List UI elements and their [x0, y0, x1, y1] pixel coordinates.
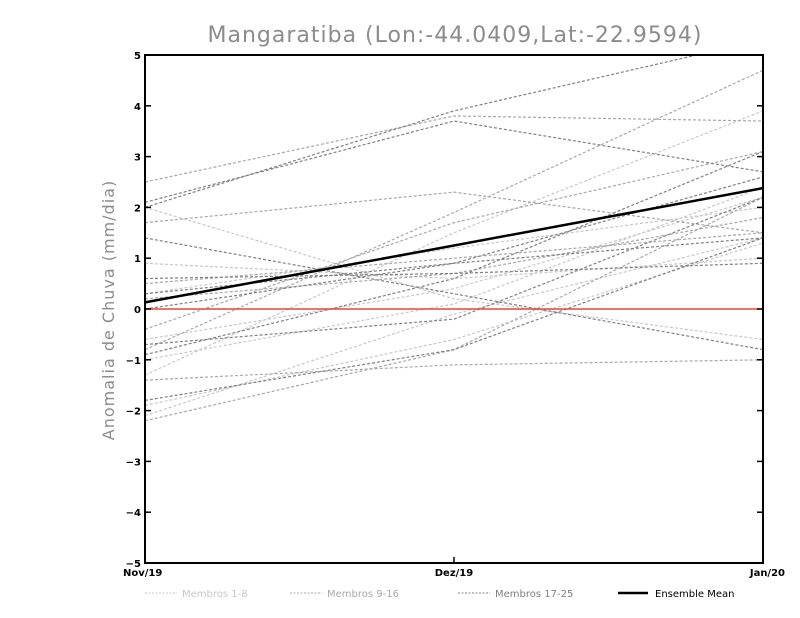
y-tick-label: 0 — [134, 305, 141, 316]
y-tick-label: 3 — [134, 153, 141, 164]
member-line-10 — [145, 359, 763, 381]
member-line-17 — [145, 55, 700, 208]
y-tick-label: 2 — [134, 203, 141, 214]
y-tick-label: −5 — [126, 559, 141, 570]
member-line-7 — [145, 206, 763, 295]
legend: Membros 1-8 Membros 9-16 Membros 17-25 Ense… — [145, 589, 734, 600]
member-line-5 — [145, 196, 763, 341]
y-tick-label: −3 — [126, 457, 141, 468]
member-line-24 — [145, 196, 763, 346]
member-line-3 — [145, 206, 763, 341]
legend-label: Ensemble Mean — [655, 589, 734, 600]
legend-label: Membros 17-25 — [495, 589, 573, 600]
member-line-16 — [145, 150, 763, 330]
legend-label: Membros 1-8 — [182, 589, 248, 600]
member-line-1 — [145, 110, 763, 376]
y-tick-label: −2 — [126, 407, 141, 418]
member-line-11 — [145, 232, 763, 285]
member-line-15 — [145, 216, 763, 300]
ensemble-member-lines — [145, 55, 763, 422]
y-tick-label: 4 — [134, 102, 141, 113]
member-line-13 — [145, 191, 763, 234]
member-line-4 — [145, 257, 763, 280]
member-line-2 — [145, 237, 763, 417]
member-line-14 — [145, 196, 763, 422]
ensemble-mean-line — [144, 186, 764, 304]
member-line-22 — [145, 237, 763, 402]
y-tick-label: −1 — [126, 356, 141, 367]
x-tick-label: Nov/19 — [123, 568, 162, 579]
y-axis-label: Anomalia de Chuva (mm/dia) — [99, 180, 118, 440]
member-line-18 — [145, 120, 763, 203]
y-tick-label: −4 — [126, 508, 141, 519]
y-axis-ticks: −5 −4 −3 −2 −1 0 1 2 3 4 5 — [126, 51, 763, 570]
x-axis-ticks: Nov/19 Dez/19 Jan/20 — [123, 557, 785, 579]
legend-label: Membros 9-16 — [327, 589, 399, 600]
y-tick-label: 1 — [134, 254, 141, 265]
chart-title: Mangaratiba (Lon:-44.0409,Lat:-22.9594) — [207, 23, 702, 48]
y-tick-label: 5 — [134, 51, 141, 62]
member-line-9 — [145, 115, 763, 183]
x-tick-label: Jan/20 — [749, 568, 785, 579]
member-line-25 — [145, 176, 763, 295]
x-tick-label: Dez/19 — [435, 568, 474, 579]
member-line-12 — [145, 69, 763, 351]
member-line-23 — [145, 262, 763, 280]
member-line-20 — [145, 150, 763, 356]
